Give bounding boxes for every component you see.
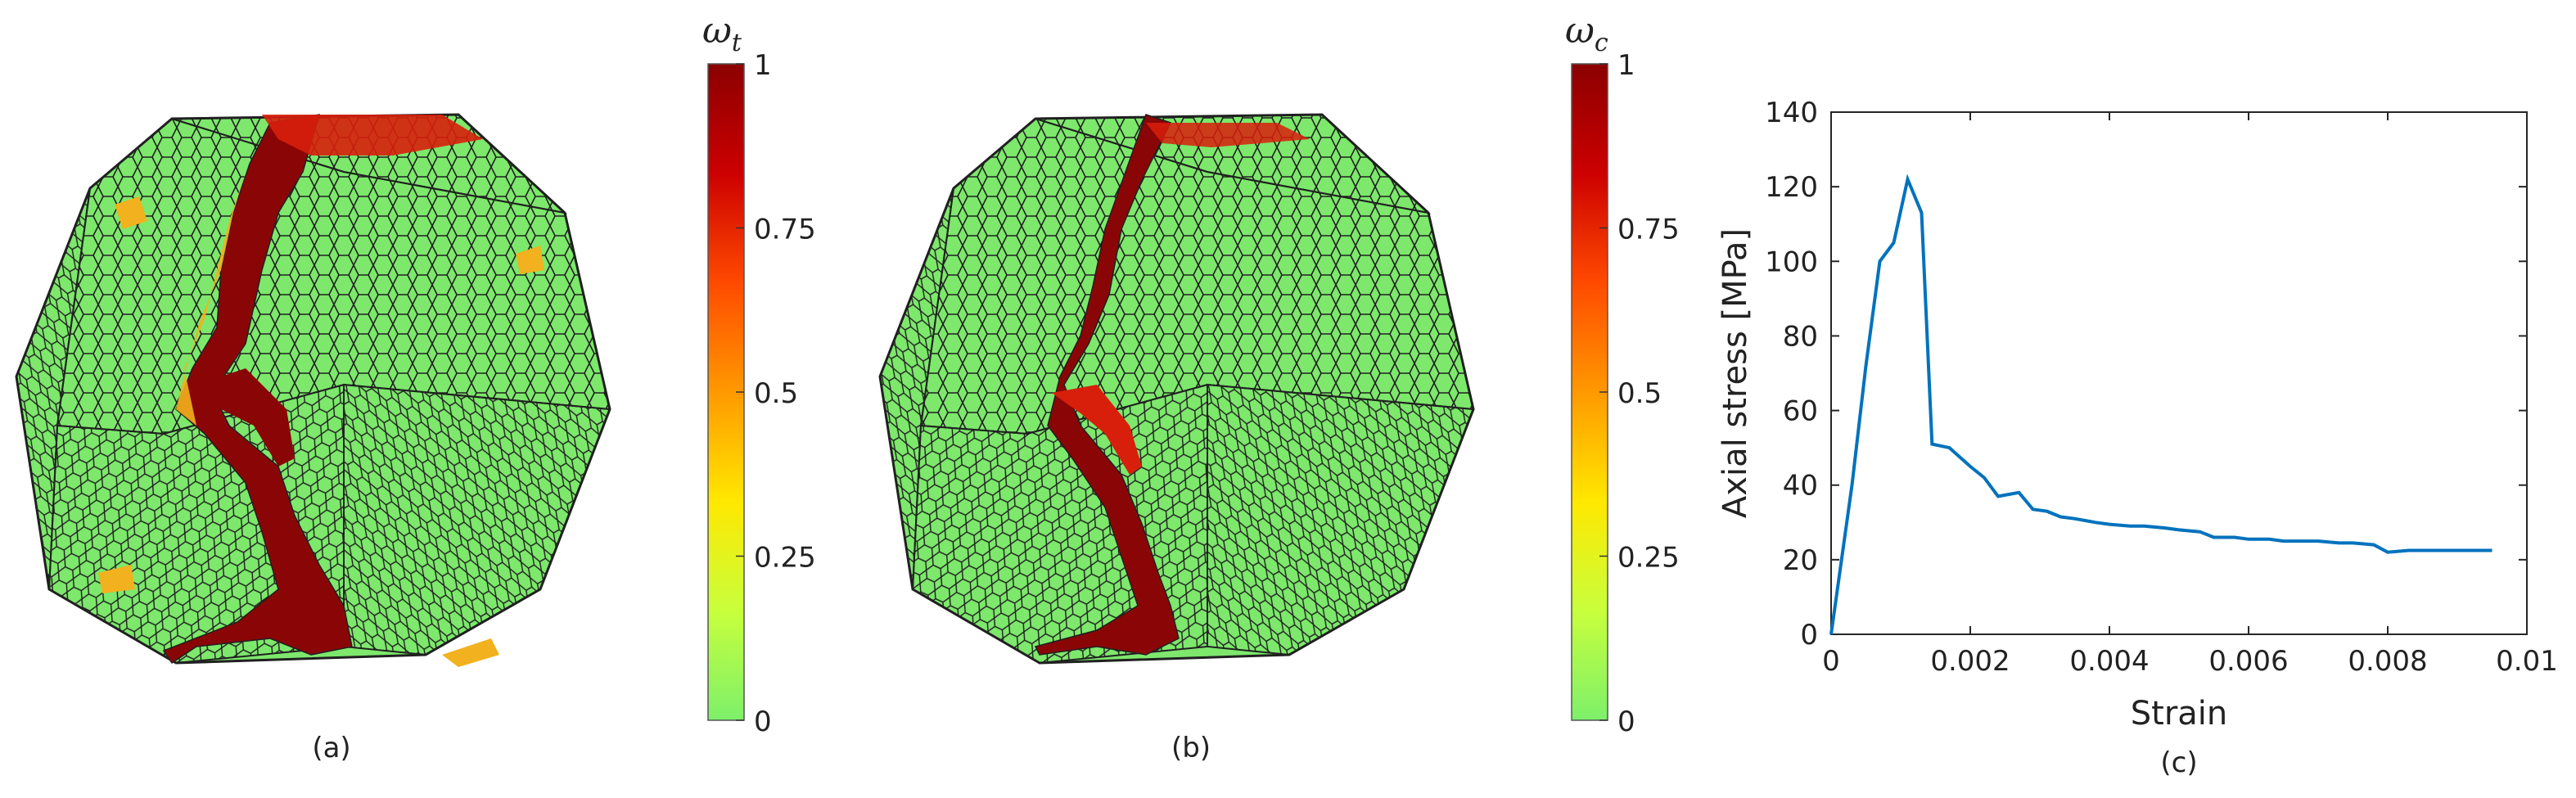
panel-a: (a): [15, 113, 611, 764]
solid-face-bottom-right-a: [343, 383, 611, 656]
colorbar-tick-label: 0.75: [754, 214, 816, 246]
y-tick-label: 100: [1765, 246, 1818, 278]
caption-c: (c): [2160, 746, 2197, 779]
panel-c: 0 0.002 0.004 0.006 0.008 0.01 0 20 40 60 80 100 120…: [1717, 97, 2558, 779]
caption-a: (a): [312, 732, 350, 764]
colorbar-title: ωt: [702, 10, 742, 57]
damage-crack-b: [1034, 114, 1180, 656]
y-tick-label: 20: [1783, 544, 1818, 577]
damage-cross-b: [1052, 385, 1142, 475]
colorbar-tick-label: 1: [1617, 49, 1635, 82]
colorbar-title: ωc: [1565, 10, 1608, 57]
plot-area: [1830, 111, 2528, 635]
y-axis-label: Axial stress [MPa]: [1717, 228, 1754, 518]
panel-b: (b): [878, 113, 1475, 764]
y-tick-label: 60: [1783, 395, 1818, 428]
colorbar-omega-t: ωt 1 0.75 0.5 0.25 0: [702, 10, 816, 738]
x-axis-label: Strain: [2131, 695, 2228, 733]
x-tick-label: 0.004: [2069, 645, 2149, 678]
x-tick-label: 0.01: [2496, 645, 2558, 678]
solid-face-bottom-right-b: [1207, 383, 1475, 656]
damage-halo-a: [176, 172, 246, 426]
mesh-solid-a: [15, 113, 611, 667]
x-tick-label: 0.008: [2348, 645, 2427, 678]
colorbar-tick-label: 0.5: [754, 377, 798, 410]
colorbar-tick-label: 0.75: [1617, 214, 1680, 246]
y-tick-label: 0: [1800, 619, 1818, 651]
caption-b: (b): [1171, 732, 1211, 764]
damage-top-a: [262, 115, 483, 156]
colorbar-tick-label: 0.25: [1617, 542, 1680, 575]
colorbar-tick-label: 0: [754, 706, 772, 738]
colorbar-tick-label: 1: [754, 49, 772, 82]
y-tick-label: 140: [1765, 97, 1818, 129]
mesh-solid-b: [878, 113, 1475, 665]
colorbar-tick-label: 0.5: [1617, 377, 1662, 410]
series-line: [1829, 174, 2493, 635]
y-tick-label: 120: [1765, 171, 1818, 204]
x-tick-label: 0.006: [2208, 645, 2288, 678]
stress-strain-chart: 0 0.002 0.004 0.006 0.008 0.01 0 20 40 60 80 100 120…: [1717, 97, 2558, 733]
x-tick-label: 0.002: [1930, 645, 2010, 678]
damage-cross-a: [196, 368, 295, 467]
y-tick-label: 40: [1783, 470, 1818, 503]
colorbar-tick-label: 0: [1617, 706, 1635, 738]
colorbar-tick-label: 0.25: [754, 542, 816, 575]
damage-top-b: [1146, 123, 1310, 147]
colorbar-omega-c: ωc 1 0.75 0.5 0.25 0: [1565, 10, 1680, 738]
x-tick-label: 0: [1822, 645, 1840, 678]
y-tick-label: 80: [1783, 320, 1818, 353]
